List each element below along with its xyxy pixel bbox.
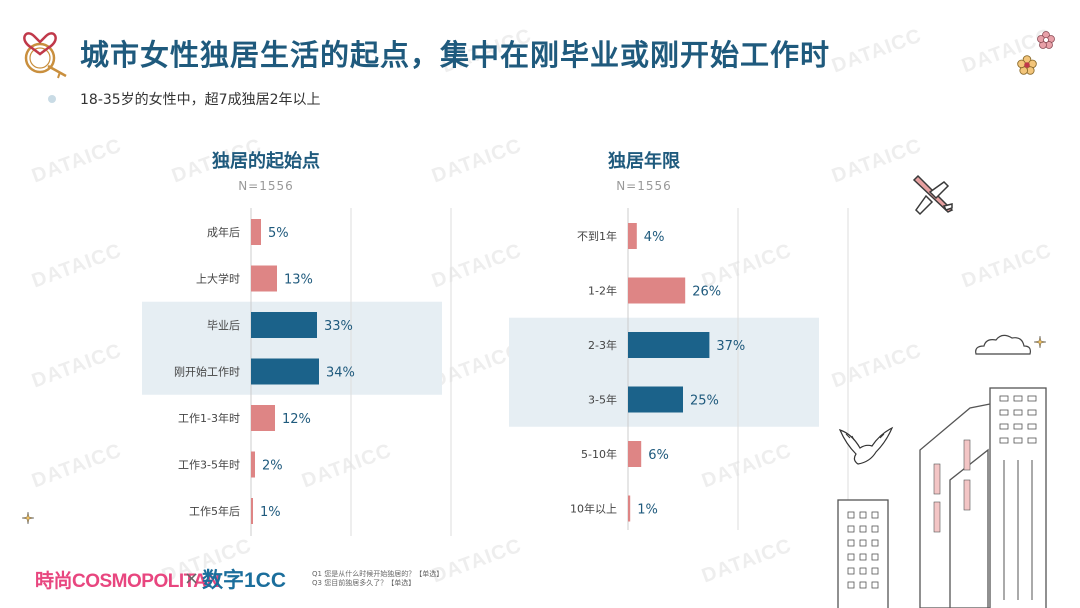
flower-icon: [1037, 31, 1055, 49]
category-label: 工作3-5年时: [178, 458, 240, 472]
value-label: 12%: [282, 412, 311, 427]
bar: [628, 386, 683, 413]
category-label: 不到1年: [577, 229, 617, 243]
bar: [251, 219, 261, 245]
value-label: 13%: [284, 273, 313, 288]
chart2-title: 独居年限: [608, 151, 680, 172]
page-subtitle: 18-35岁的女性中，超7成独居2年以上: [80, 92, 321, 108]
bar: [251, 265, 277, 292]
footnote-q3: Q3 您目前独居多久了？【单选】: [312, 579, 416, 587]
bar: [251, 405, 275, 431]
value-label: 1%: [637, 503, 658, 518]
building-icon: [837, 387, 1047, 608]
value-label: 34%: [326, 366, 355, 381]
category-label: 2-3年: [588, 338, 617, 352]
cosmopolitan-logo: 時尚COSMOPOLITAN: [35, 571, 220, 592]
bird-icon: [838, 426, 894, 465]
bar: [628, 495, 631, 522]
category-label: 工作5年后: [189, 504, 240, 518]
value-label: 6%: [648, 448, 669, 463]
value-label: 33%: [324, 319, 353, 334]
bullet-dot: [48, 95, 56, 103]
logo-knot-icon: [23, 32, 67, 79]
category-label: 5-10年: [581, 447, 617, 461]
sparkle-icon: [1034, 336, 1046, 348]
footnote-q1: Q1 您是从什么时候开始独居的？【单选】: [312, 570, 444, 578]
plane-icon: [912, 174, 954, 216]
chart1-title: 独居的起始点: [212, 151, 320, 172]
category-label: 10年以上: [570, 502, 617, 516]
value-label: 37%: [716, 339, 745, 354]
cloud-icon: [975, 334, 1031, 355]
category-label: 1-2年: [588, 284, 617, 298]
chart1-sample-size: N=1556: [238, 179, 294, 193]
bar: [628, 277, 686, 304]
value-label: 5%: [268, 226, 289, 241]
shuzi100-logo: 数字1CC: [202, 569, 287, 592]
category-label: 成年后: [207, 225, 240, 239]
bar: [251, 312, 317, 338]
category-label: 工作1-3年时: [178, 411, 240, 425]
category-label: 毕业后: [207, 319, 240, 332]
value-label: 1%: [260, 505, 281, 520]
page-title: 城市女性独居生活的起点，集中在刚毕业或刚开始工作时: [80, 38, 831, 72]
value-label: 25%: [690, 394, 719, 409]
value-label: 2%: [262, 459, 283, 474]
sparkle-icon: [22, 512, 34, 524]
brand-separator: ×: [184, 568, 200, 589]
value-label: 26%: [692, 285, 721, 300]
bar: [628, 223, 637, 249]
bar: [628, 441, 642, 467]
bar: [628, 332, 710, 358]
flower-icon: [1017, 55, 1037, 75]
category-label: 3-5年: [588, 393, 617, 407]
category-label: 刚开始工作时: [174, 365, 240, 379]
bar: [251, 358, 319, 385]
value-label: 4%: [644, 230, 665, 245]
category-label: 上大学时: [196, 272, 240, 286]
bar: [251, 451, 255, 478]
chart2-sample-size: N=1556: [616, 179, 672, 193]
bar: [251, 498, 253, 524]
